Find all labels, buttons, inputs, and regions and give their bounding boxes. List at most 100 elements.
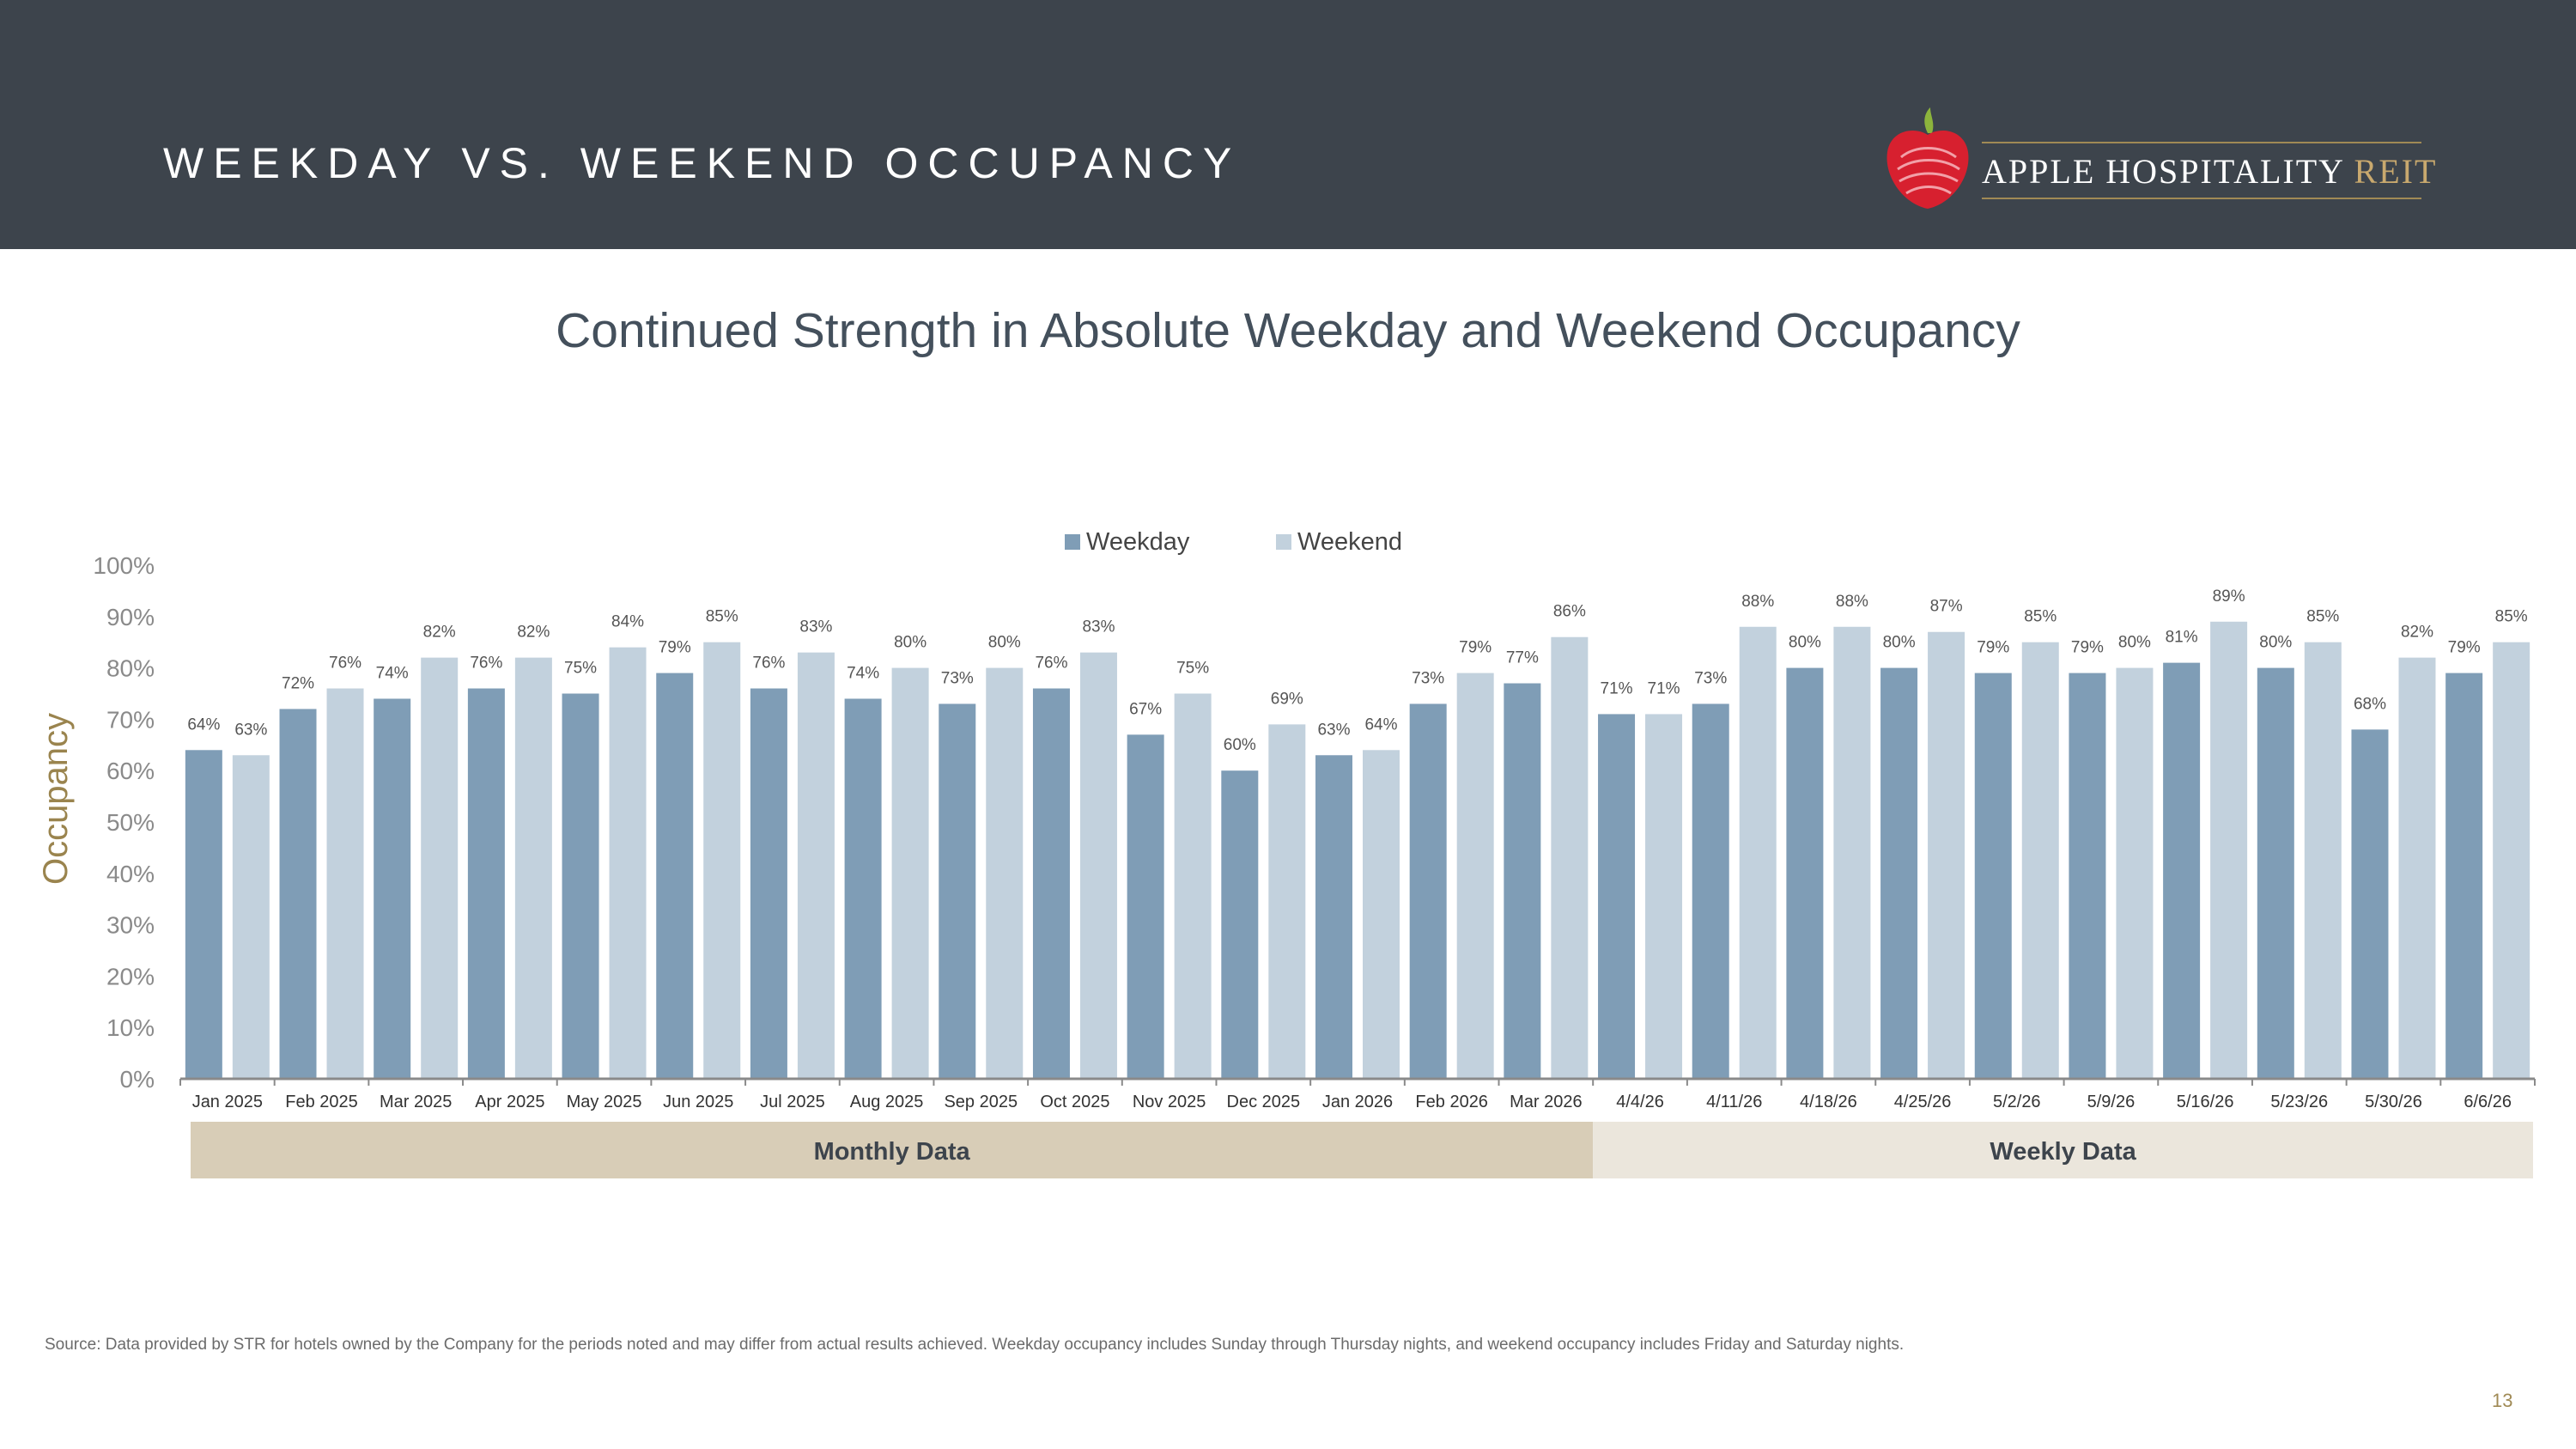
data-label: 80% [2259,634,2292,652]
x-tick-label: 4/11/26 [1706,1093,1762,1111]
weekday-bar [467,688,505,1079]
x-tick-label: Aug 2025 [850,1093,924,1111]
group-label: Monthly Data [814,1138,971,1166]
data-label: 73% [941,669,974,687]
y-tick-label: 80% [106,655,155,682]
data-label: 85% [706,608,738,626]
weekday-bar [2351,729,2389,1079]
data-label: 80% [1883,634,1916,652]
weekend-bar [1551,636,1589,1079]
weekday-bar [1974,673,2012,1079]
legend-label: Weekend [1297,528,1402,556]
chart-subtitle: Continued Strength in Absolute Weekday a… [556,303,2020,358]
weekend-bar [514,657,552,1079]
x-tick-label: Jul 2025 [760,1093,825,1111]
weekday-bar [2069,673,2106,1079]
page-number: 13 [2492,1390,2513,1411]
apple-logo-icon [1886,107,1969,209]
data-label: 76% [470,654,502,673]
weekend-bar [2493,642,2530,1079]
y-tick-label: 50% [106,809,155,836]
weekend-bar [2398,657,2436,1079]
x-tick-label: Jan 2025 [192,1093,263,1111]
x-tick-label: 4/25/26 [1894,1093,1952,1111]
weekday-bar [1504,683,1541,1079]
weekday-bar [656,673,694,1079]
data-label: 73% [1694,669,1727,687]
data-label: 79% [659,639,691,657]
data-label: 64% [1364,715,1397,734]
data-label: 85% [2306,608,2339,626]
weekday-bar [562,693,599,1079]
data-label: 88% [1836,593,1868,611]
data-label: 63% [234,721,267,739]
weekend-bar [1833,626,1871,1079]
x-tick-label: Jan 2026 [1322,1093,1393,1111]
data-label: 80% [1789,634,1821,652]
weekday-bar [279,709,317,1079]
data-label: 74% [376,664,409,682]
weekend-bar [703,642,741,1079]
data-label: 87% [1930,598,1963,616]
data-label: 74% [847,664,879,682]
x-tick-label: Apr 2025 [475,1093,544,1111]
x-tick-label: Jun 2025 [663,1093,733,1111]
y-tick-label: 0% [120,1066,155,1093]
x-tick-label: 4/4/26 [1616,1093,1664,1111]
x-tick-label: Sep 2025 [944,1093,1018,1111]
weekday-bar [750,688,787,1079]
legend-swatch [1065,534,1080,550]
data-label: 79% [1459,639,1492,657]
weekday-bar [939,703,976,1079]
data-label: 73% [1412,669,1444,687]
data-label: 67% [1129,700,1162,718]
weekday-bar [1786,667,1824,1079]
weekend-bar [1268,724,1306,1079]
header-bar: WEEKDAY VS. WEEKEND OCCUPANCY APPLE HOSP… [0,0,2576,249]
y-tick-label: 30% [106,912,155,939]
weekend-bar [1928,631,1965,1079]
group-band [191,1122,1594,1178]
company-logo: APPLE HOSPITALITY REIT [1880,107,2439,215]
data-label: 82% [423,624,456,642]
data-label: 85% [2495,608,2528,626]
y-tick-label: 40% [106,861,155,887]
data-label: 80% [988,634,1021,652]
data-label: 60% [1224,736,1256,754]
data-label: 82% [2401,624,2433,642]
data-label: 64% [187,715,220,734]
data-label: 84% [611,613,644,631]
y-tick-label: 60% [106,758,155,784]
legend-swatch [1276,534,1291,550]
data-label: 81% [2166,629,2198,647]
weekend-bar [1174,693,1212,1079]
weekday-bar [2163,662,2201,1079]
data-label: 72% [282,674,314,692]
legend-label: Weekday [1086,528,1190,556]
x-tick-label: 4/18/26 [1800,1093,1857,1111]
x-tick-label: 5/30/26 [2365,1093,2422,1111]
weekday-bar [374,698,411,1079]
x-tick-label: 5/23/26 [2270,1093,2328,1111]
data-label: 83% [1082,618,1115,636]
weekend-bar [2210,621,2248,1079]
weekend-bar [1363,750,1400,1079]
data-label: 75% [564,660,597,678]
weekend-bar [797,652,835,1079]
data-label: 80% [2118,634,2151,652]
logo-rule-bottom [1982,198,2421,199]
weekend-bar [609,647,647,1079]
weekend-bar [2116,667,2154,1079]
weekday-bar [2257,667,2294,1079]
logo-wordmark: APPLE HOSPITALITY REIT [1982,152,2438,191]
data-label: 76% [1035,654,1067,673]
weekday-bar [2445,673,2483,1079]
page-title: WEEKDAY VS. WEEKEND OCCUPANCY [163,139,1242,187]
weekend-bar [1456,673,1494,1079]
weekend-bar [1739,626,1777,1079]
y-tick-label: 100% [93,552,155,579]
x-tick-label: Mar 2026 [1510,1093,1583,1111]
y-axis-label: Occupancy [37,713,75,885]
data-label: 82% [517,624,550,642]
weekend-bar [1645,714,1683,1079]
